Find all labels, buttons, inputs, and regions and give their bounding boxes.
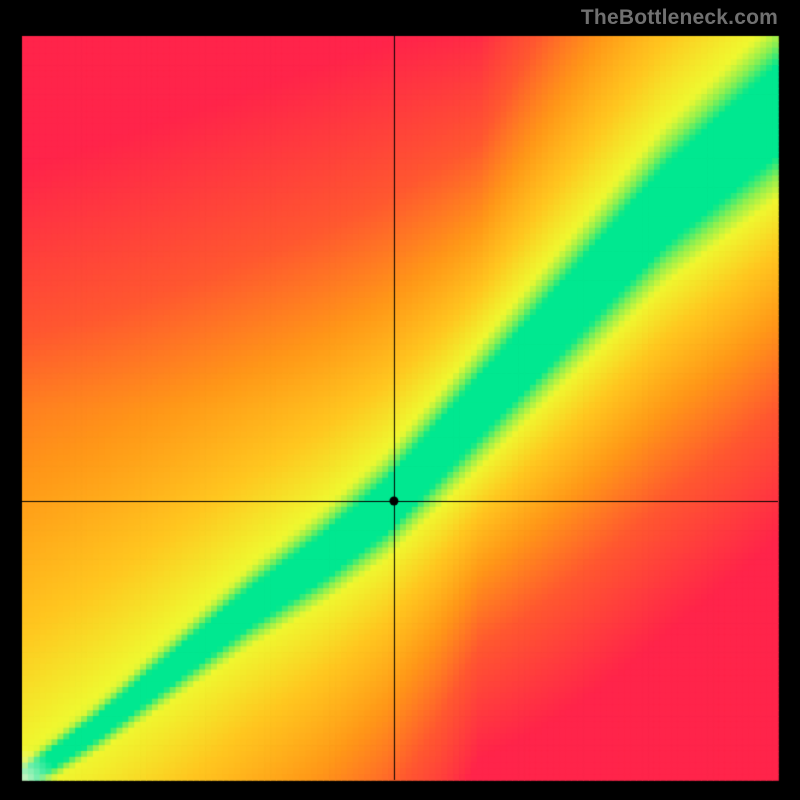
watermark-text: TheBottleneck.com xyxy=(581,6,778,30)
bottleneck-heatmap xyxy=(0,0,800,800)
